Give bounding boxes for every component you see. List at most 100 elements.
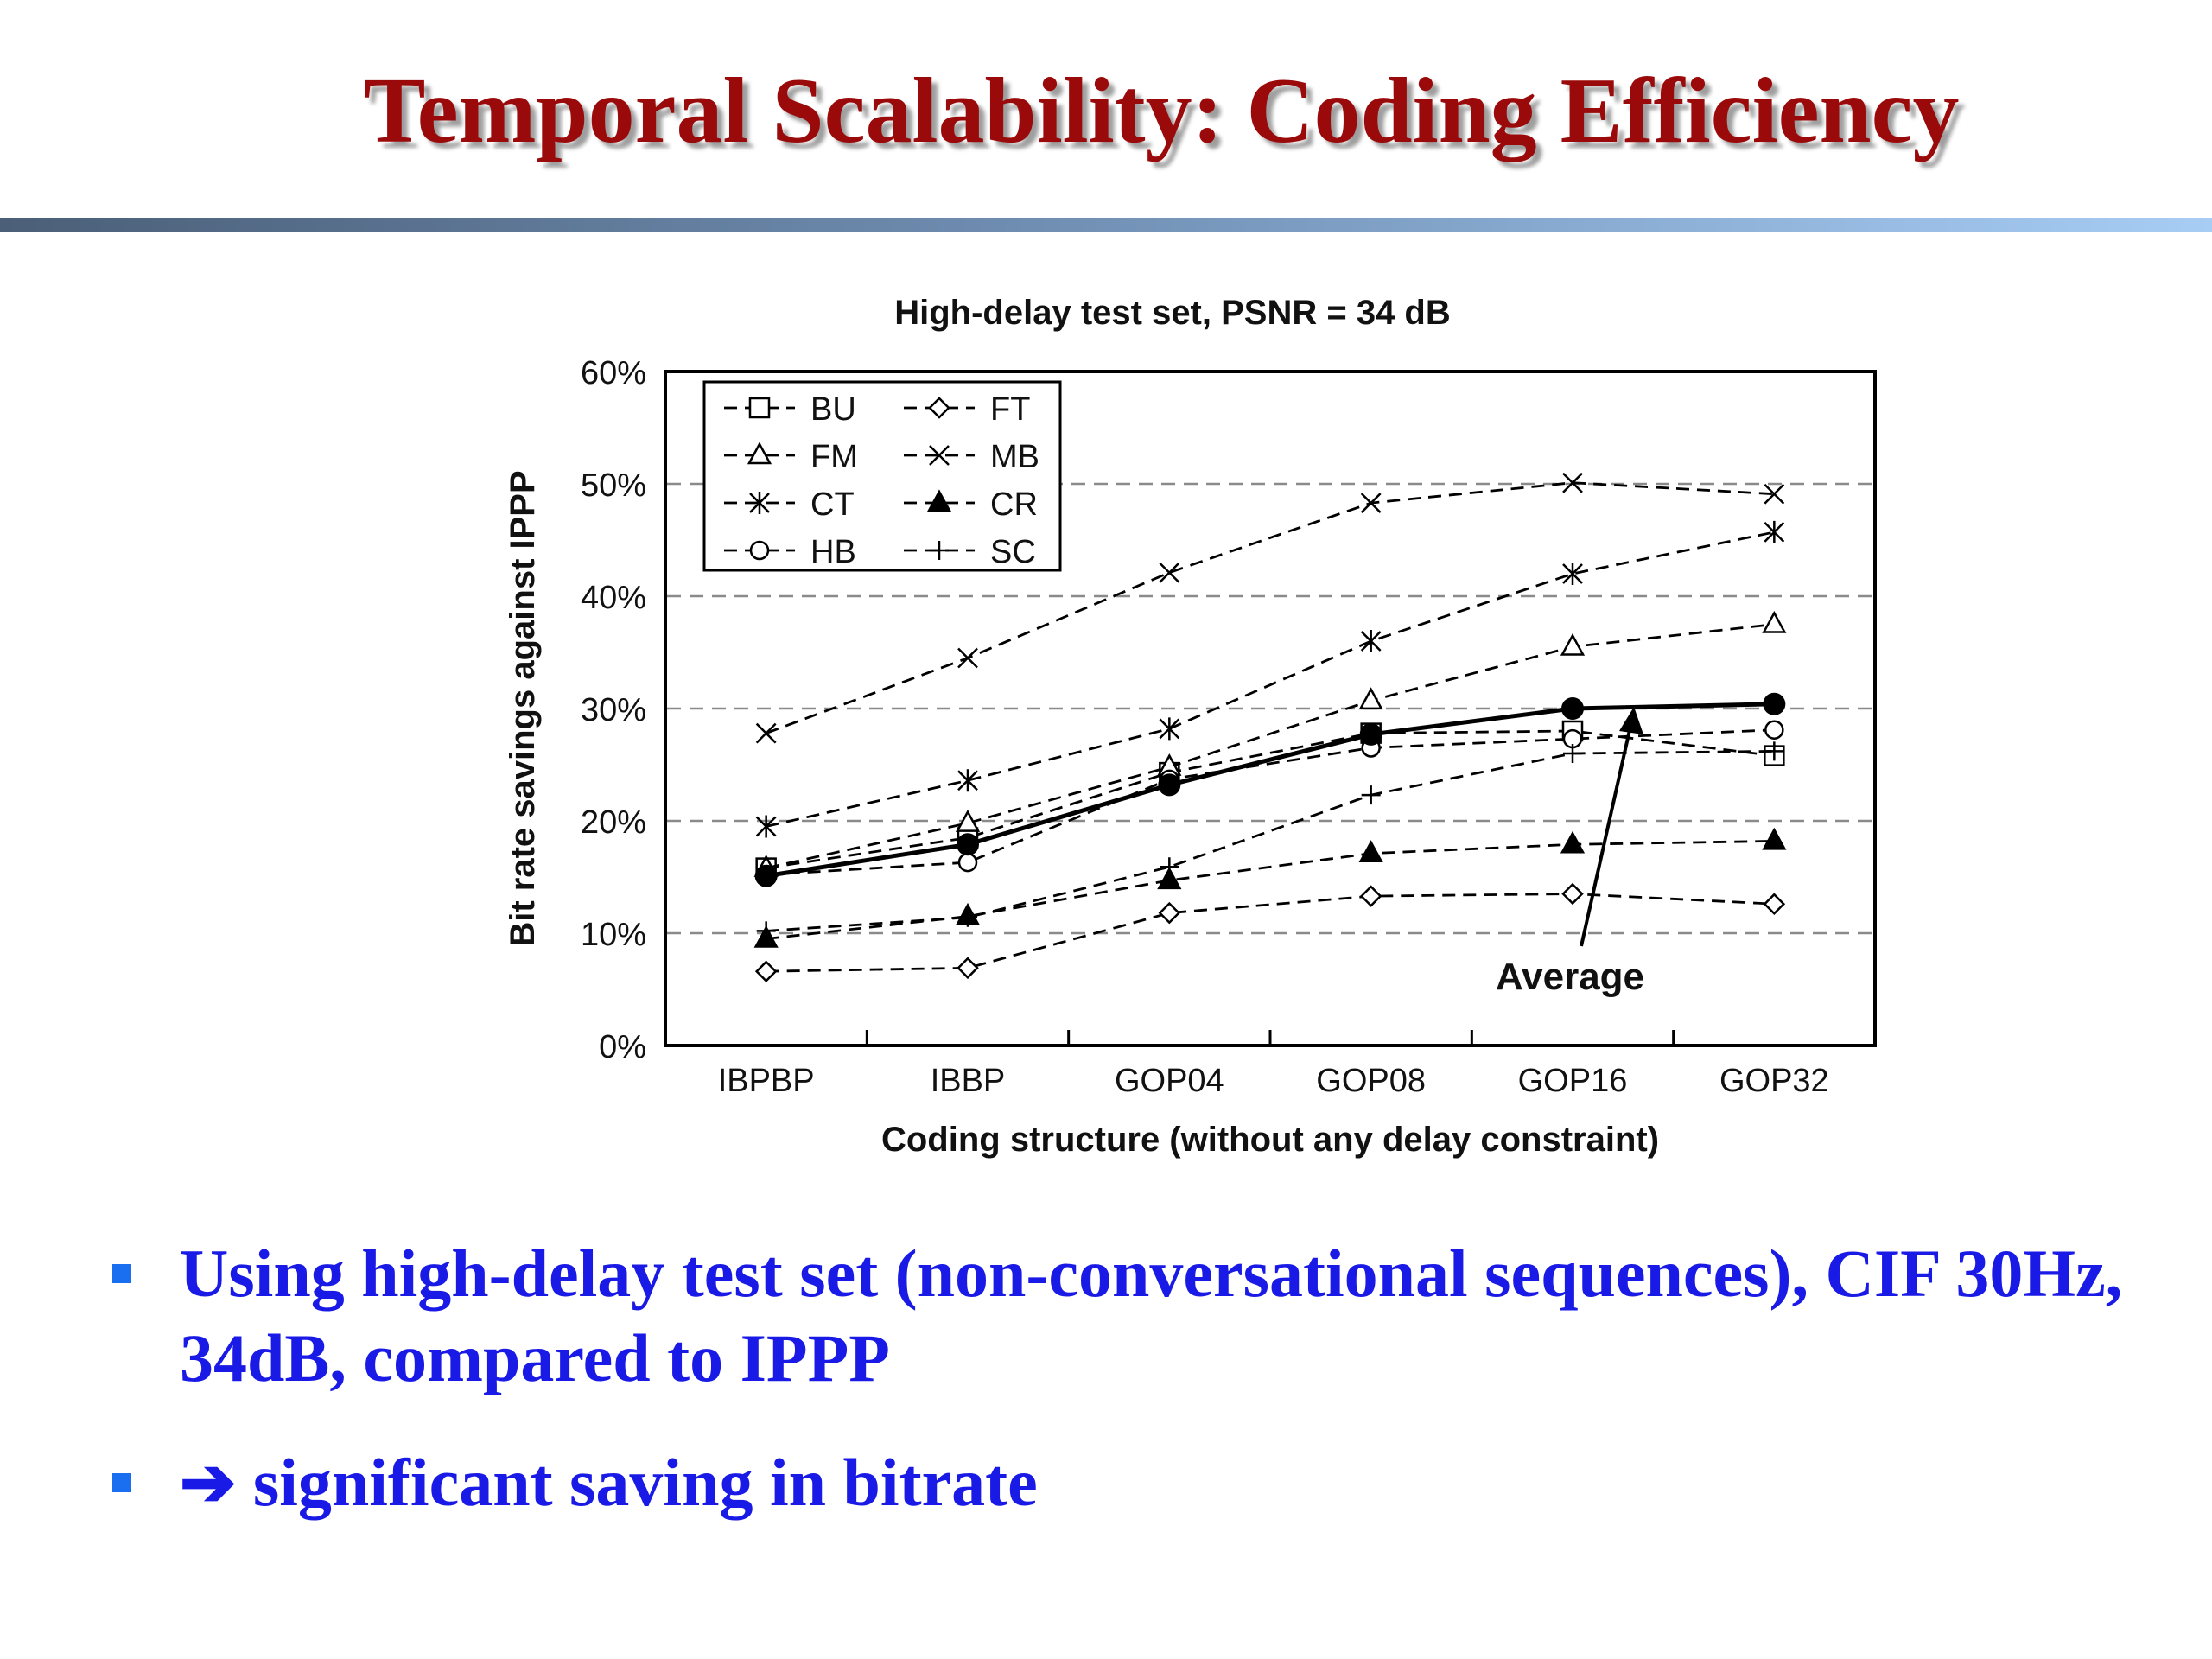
- data-point-ft: [754, 960, 778, 982]
- series-ft: [754, 882, 1786, 982]
- y-tick-label: 50%: [581, 467, 646, 504]
- series-mb: [755, 472, 1785, 744]
- x-tick-label: IBBP: [931, 1063, 1006, 1099]
- data-point-mb: [957, 647, 978, 669]
- x-tick-label: GOP16: [1518, 1063, 1628, 1099]
- legend-item-fm: FM: [724, 439, 858, 475]
- data-point-ft: [957, 957, 979, 980]
- legend-label-hb: HB: [810, 534, 856, 570]
- series-ct: [755, 520, 1785, 838]
- legend-marker: [748, 397, 771, 419]
- data-point-ft: [1158, 901, 1181, 925]
- data-point-mb: [1764, 483, 1785, 505]
- legend-item-cr: CR: [904, 486, 1038, 523]
- data-point-hb: [1764, 720, 1784, 740]
- data-point-sc: [1361, 785, 1381, 805]
- average-pointer-arrowhead: [1619, 707, 1643, 734]
- series-line-fm: [766, 623, 1775, 869]
- average-annotation-label: Average: [1496, 956, 1644, 998]
- bullet-square-icon: [112, 1473, 131, 1492]
- data-point-ct: [1562, 563, 1583, 585]
- series-hb: [756, 720, 1784, 885]
- title-divider: [0, 218, 2212, 232]
- x-tick-label: GOP32: [1719, 1063, 1829, 1099]
- data-point-sc: [1563, 744, 1582, 763]
- data-point-sc: [756, 921, 776, 941]
- data-point-cr: [1560, 830, 1586, 854]
- legend-marker: [749, 540, 770, 561]
- data-point-sc: [1764, 741, 1784, 761]
- series-line-ft: [766, 893, 1775, 973]
- legend-label-cr: CR: [990, 486, 1038, 523]
- y-tick-label: 60%: [581, 355, 646, 391]
- data-point-mb: [1159, 562, 1180, 583]
- x-axis-label: Coding structure (without any delay cons…: [881, 1121, 1659, 1159]
- data-point-ft: [1561, 882, 1584, 906]
- legend-label-ft: FT: [990, 391, 1030, 428]
- right-arrow-icon: ➔: [180, 1445, 237, 1520]
- y-tick-label: 40%: [581, 580, 646, 616]
- data-point-fm: [1560, 632, 1586, 656]
- data-point-hb: [957, 852, 978, 873]
- legend-label-fm: FM: [810, 439, 858, 475]
- data-point-ct: [1159, 717, 1180, 741]
- data-point-cr: [1358, 840, 1383, 862]
- y-tick-label: 0%: [599, 1029, 646, 1065]
- series-lines: [753, 472, 1787, 982]
- average-pointer-line: [1580, 721, 1633, 947]
- series-line-hb: [766, 728, 1775, 876]
- legend-marker: [929, 445, 950, 466]
- x-tick-label: IBPBP: [718, 1063, 815, 1099]
- series-average: [754, 692, 1786, 887]
- bullet-text-test-set: Using high-delay test set (non-conversat…: [180, 1236, 2123, 1395]
- series-sc: [756, 741, 1784, 941]
- data-point-average: [1561, 697, 1584, 720]
- data-point-sc: [1160, 857, 1179, 877]
- series-fm: [753, 610, 1787, 877]
- legend-label-mb: MB: [990, 439, 1039, 475]
- legend-label-bu: BU: [810, 391, 856, 428]
- y-tick-label: 30%: [581, 692, 646, 728]
- data-point-average: [1359, 722, 1382, 746]
- bullet-item-test-set: Using high-delay test set (non-conversat…: [112, 1231, 2126, 1401]
- legend-item-ft: FT: [904, 391, 1030, 428]
- data-point-mb: [755, 722, 777, 744]
- legend-item-bu: BU: [724, 391, 856, 428]
- chart-title: High-delay test set, PSNR = 34 dB: [894, 294, 1451, 332]
- data-point-sc: [958, 907, 977, 927]
- bullet-square-icon: [112, 1264, 131, 1283]
- legend-marker: [749, 492, 770, 514]
- bullet-text-conclusion: significant saving in bitrate: [252, 1445, 1038, 1520]
- slide-title: Temporal Scalability: Coding Efficiency: [363, 60, 1960, 162]
- series-line-average: [766, 702, 1775, 879]
- data-point-cr: [1762, 827, 1787, 850]
- legend-item-ct: CT: [724, 486, 855, 523]
- series-line-cr: [766, 840, 1775, 940]
- data-point-mb: [1360, 493, 1382, 513]
- legend-label-sc: SC: [990, 534, 1036, 570]
- y-axis-label: Bit rate savings against IPPP: [504, 470, 542, 946]
- legend-marker: [747, 442, 772, 465]
- legend-item-sc: SC: [904, 534, 1036, 570]
- data-point-ft: [1359, 885, 1382, 907]
- legend-label-ct: CT: [810, 486, 855, 523]
- data-point-fm: [955, 809, 981, 832]
- data-point-average: [1763, 692, 1786, 715]
- legend-marker: [926, 489, 952, 512]
- legend-marker: [930, 541, 949, 560]
- average-annotation: Average: [1496, 707, 1644, 998]
- legend-marker: [928, 397, 950, 419]
- data-point-ft: [1763, 893, 1786, 915]
- series-line-mb: [766, 481, 1775, 734]
- data-point-fm: [1762, 610, 1787, 633]
- y-tick-label: 10%: [581, 917, 646, 953]
- data-point-average: [1158, 773, 1181, 797]
- data-point-ct: [957, 769, 978, 792]
- data-point-average: [957, 833, 979, 856]
- legend-item-hb: HB: [724, 534, 856, 570]
- legend: BU FM CT HB FT MB CR SC: [702, 380, 1062, 572]
- y-tick-label: 20%: [581, 804, 646, 841]
- data-point-ct: [755, 815, 777, 838]
- data-point-ct: [1764, 520, 1785, 543]
- axes: 0% 10% 20% 30% 40% 50% 60% IBPBP IBBP GOP04 GOP08 G…: [581, 355, 1829, 1099]
